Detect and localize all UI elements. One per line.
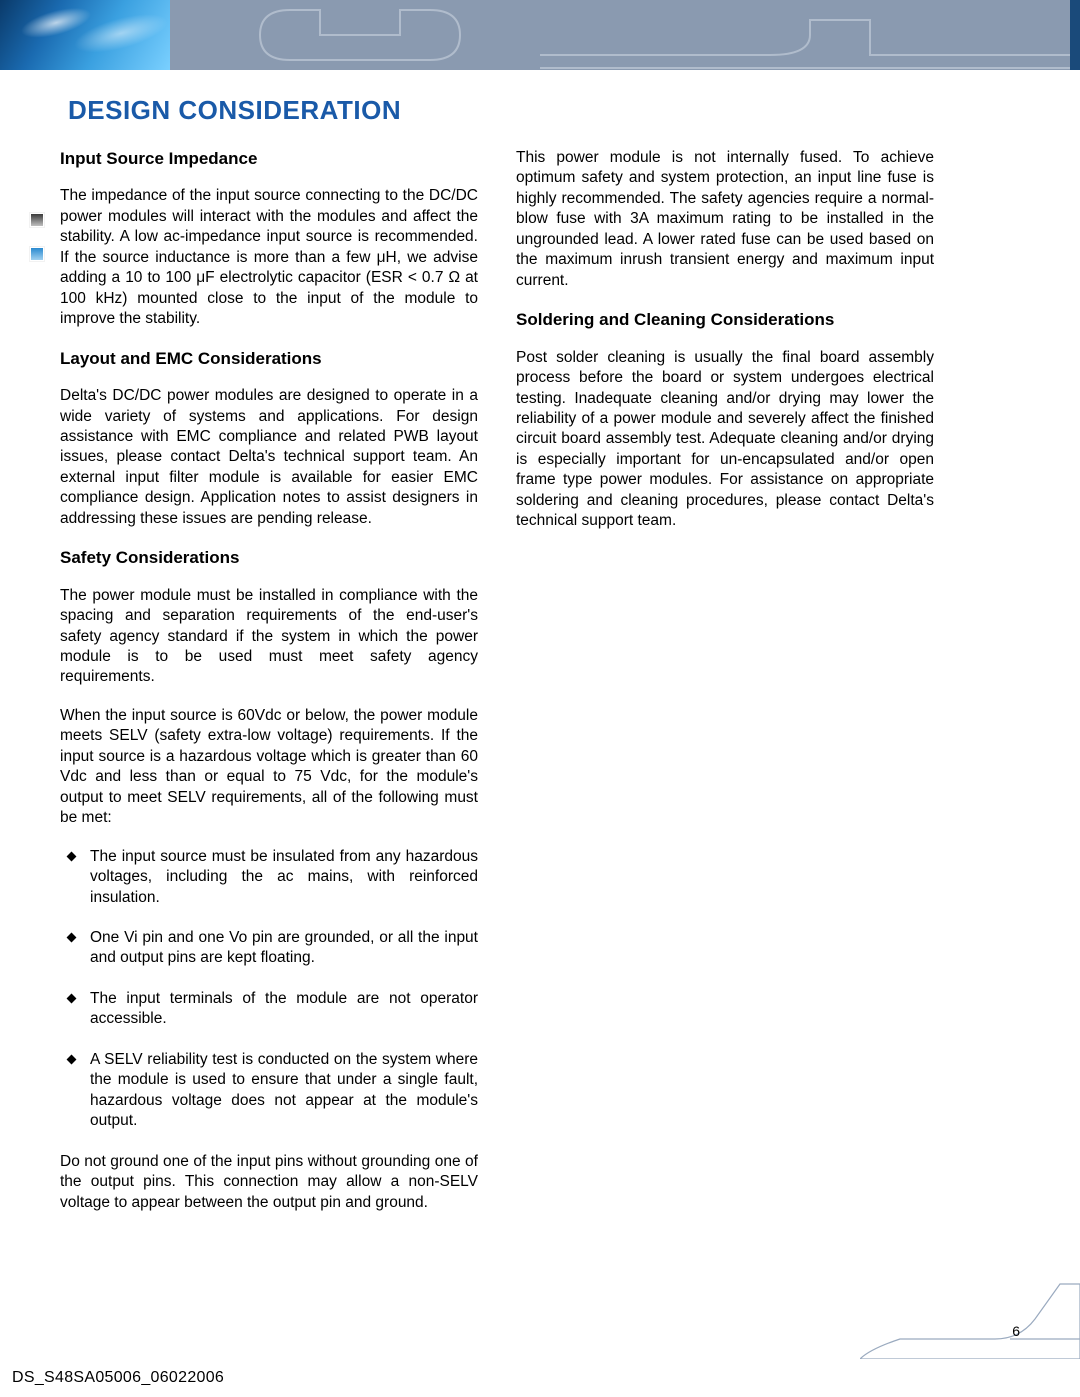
subhead-layout-emc: Layout and EMC Considerations [60, 348, 478, 370]
list-item: A SELV reliability test is conducted on … [60, 1050, 478, 1132]
list-item: The input terminals of the module are no… [60, 989, 478, 1030]
list-item: The input source must be insulated from … [60, 847, 478, 908]
side-marker-1 [30, 213, 44, 227]
page-body: DESIGN CONSIDERATION Input Source Impeda… [0, 70, 1080, 1231]
page-number: 6 [1012, 1323, 1020, 1339]
footer-corner-graphic [860, 1269, 1080, 1359]
right-column: This power module is not internally fuse… [516, 148, 934, 1231]
para: Post solder cleaning is usually the fina… [516, 348, 934, 532]
para: Do not ground one of the input pins with… [60, 1152, 478, 1213]
header-banner [0, 0, 1080, 70]
banner-graphic-left [0, 0, 170, 70]
banner-outline-icon [170, 0, 1070, 70]
safety-bullet-list: The input source must be insulated from … [60, 847, 478, 1132]
list-item: One Vi pin and one Vo pin are grounded, … [60, 928, 478, 969]
para: The power module must be installed in co… [60, 586, 478, 688]
subhead-soldering: Soldering and Cleaning Considerations [516, 309, 934, 331]
subhead-input-impedance: Input Source Impedance [60, 148, 478, 170]
para: This power module is not internally fuse… [516, 148, 934, 291]
left-column: Input Source Impedance The impedance of … [60, 148, 478, 1231]
side-markers [30, 213, 48, 281]
para: The impedance of the input source connec… [60, 186, 478, 329]
content-columns: Input Source Impedance The impedance of … [60, 148, 1020, 1231]
banner-graphic-right [170, 0, 1070, 70]
para: Delta's DC/DC power modules are designed… [60, 386, 478, 529]
para: When the input source is 60Vdc or below,… [60, 706, 478, 829]
page-title: DESIGN CONSIDERATION [68, 95, 1020, 126]
subhead-safety: Safety Considerations [60, 547, 478, 569]
side-marker-2 [30, 247, 44, 261]
document-id: DS_S48SA05006_06022006 [12, 1369, 224, 1387]
